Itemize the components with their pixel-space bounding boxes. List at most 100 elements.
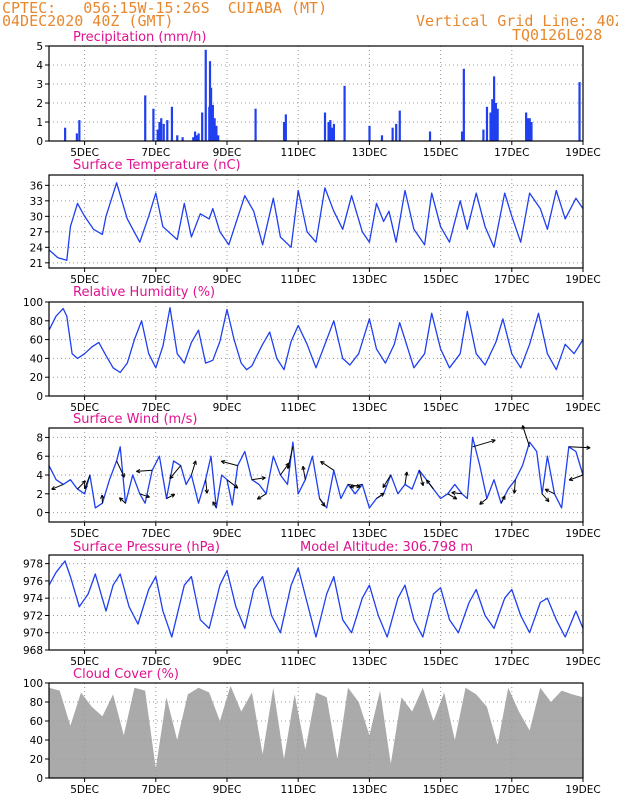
panel-title: Surface Wind (m/s): [73, 412, 197, 427]
wind-arrow-head: [118, 497, 124, 502]
wind-arrow-head: [301, 465, 306, 471]
panel-frame: [48, 174, 584, 269]
header-station: CPTEC: 056:15W-15:26S CUIABA (MT): [2, 0, 328, 17]
panel-1: [45, 174, 584, 272]
precip-bar: [530, 122, 533, 141]
wind-arrow: [376, 492, 385, 499]
wind-arrow: [500, 495, 506, 504]
precip-bar: [197, 133, 200, 141]
x-tick-label: 17DEC: [494, 784, 529, 796]
y-tick-label: 24: [30, 242, 44, 254]
panel-3: [45, 425, 591, 526]
y-tick-label: 60: [30, 716, 43, 728]
wind-arrow-head: [426, 479, 431, 484]
y-tick-label: 2: [36, 489, 43, 501]
x-tick-label: 19DEC: [565, 784, 600, 796]
header-datetime: 04DEC2020 40Z (GMT): [2, 12, 174, 30]
precip-bar: [428, 131, 432, 141]
y-tick-label: 5: [36, 41, 43, 53]
wind-arrow-head: [451, 490, 456, 496]
wind-arrow-head: [145, 494, 150, 499]
panel-title: Surface Pressure (hPa): [73, 540, 220, 555]
precip-bar: [213, 118, 216, 141]
wind-arrow: [319, 498, 326, 507]
y-tick-label: 36: [30, 180, 44, 192]
precip-bar: [496, 108, 499, 141]
y-tick-label: 20: [30, 372, 43, 384]
precip-bar: [75, 133, 78, 141]
x-tick-label: 11DEC: [280, 274, 315, 286]
wind-arrow-head: [349, 484, 354, 489]
wind-arrow: [426, 479, 434, 490]
y-tick-label: 8: [36, 432, 43, 444]
precip-bar: [204, 49, 207, 141]
wind-arrow-head: [169, 474, 174, 480]
x-tick-label: 11DEC: [280, 528, 315, 540]
precip-bar: [254, 108, 257, 141]
wind-arrow-head: [256, 495, 262, 500]
y-tick-label: 0: [36, 391, 43, 403]
precip-bar: [166, 120, 169, 141]
x-tick-label: 17DEC: [494, 147, 529, 159]
x-tick-label: 15DEC: [423, 784, 458, 796]
wind-arrow: [190, 460, 197, 476]
precip-bar: [331, 127, 334, 141]
wind-arrow: [139, 493, 150, 498]
y-tick-label: 33: [30, 196, 43, 208]
precip-bar: [215, 125, 218, 141]
x-tick-label: 9DEC: [213, 147, 242, 159]
wind-arrow: [84, 474, 91, 489]
precip-bar: [176, 135, 179, 141]
wind-arrow: [320, 461, 335, 471]
wind-arrow-head: [545, 497, 550, 503]
wind-arrow: [568, 446, 591, 449]
wind-arrow-head: [320, 460, 325, 466]
y-tick-label: 0: [36, 773, 43, 785]
series-line: [48, 560, 584, 638]
wind-arrow: [166, 493, 175, 499]
precip-bar: [489, 112, 492, 141]
x-tick-label: 7DEC: [141, 784, 170, 796]
y-tick-label: 976: [23, 576, 43, 588]
panel-2: [45, 301, 584, 400]
panel-4: [45, 554, 584, 654]
precip-bar: [493, 76, 496, 141]
x-tick-label: 17DEC: [494, 402, 529, 414]
series-line: [48, 182, 584, 261]
precip-bar: [525, 112, 528, 141]
y-tick-label: 80: [30, 697, 43, 709]
x-tick-label: 19DEC: [565, 274, 600, 286]
precip-bar: [211, 104, 214, 141]
wind-arrow-head: [233, 484, 239, 489]
wind-arrow-head: [404, 471, 409, 476]
y-tick-label: 974: [23, 593, 43, 605]
wind-arrow-head: [452, 495, 458, 500]
precip-bar: [152, 108, 155, 141]
precip-bar: [482, 129, 485, 141]
x-tick-label: 15DEC: [423, 656, 458, 668]
wind-arrow: [226, 479, 239, 489]
y-tick-label: 40: [30, 353, 43, 365]
precip-bar: [158, 122, 161, 141]
wind-arrow: [136, 469, 153, 472]
y-tick-label: 0: [36, 508, 43, 520]
wind-arrow: [568, 474, 584, 481]
wind-arrow: [212, 501, 217, 509]
wind-arrow: [347, 483, 361, 488]
x-tick-label: 5DEC: [70, 274, 99, 286]
wind-arrow-head: [81, 480, 86, 485]
wind-arrow: [541, 493, 550, 502]
panel-title: Surface Temperature (nC): [73, 158, 241, 173]
x-tick-label: 17DEC: [494, 528, 529, 540]
x-tick-label: 15DEC: [423, 402, 458, 414]
x-tick-label: 15DEC: [423, 147, 458, 159]
precip-bar: [578, 82, 581, 141]
y-tick-label: 970: [23, 628, 43, 640]
panel-frame: [48, 554, 584, 651]
precip-bar: [491, 99, 494, 141]
x-tick-label: 19DEC: [565, 528, 600, 540]
precip-bar: [160, 118, 163, 141]
wind-arrow-head: [501, 495, 506, 500]
precip-bar: [332, 123, 335, 141]
wind-arrow: [302, 466, 306, 480]
